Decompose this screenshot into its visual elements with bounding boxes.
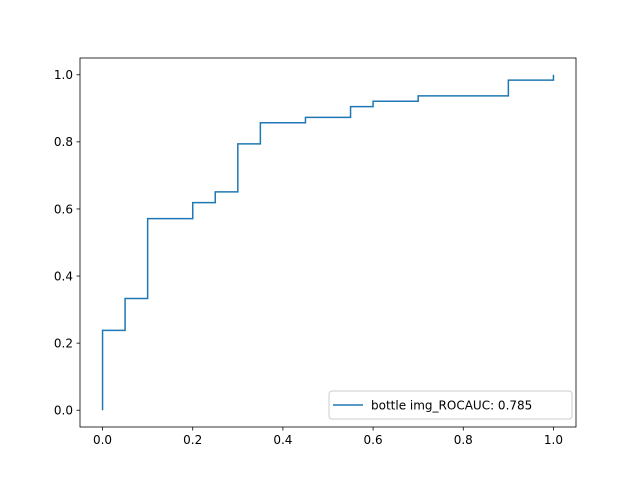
legend: bottle img_ROCAUC: 0.785 — [328, 390, 573, 420]
y-tick-label: 1.0 — [54, 68, 73, 82]
x-tick-label: 0.6 — [364, 433, 383, 447]
x-tick-label: 0.0 — [93, 433, 112, 447]
x-tick-label: 0.2 — [183, 433, 202, 447]
y-tick-label: 0.0 — [54, 404, 73, 418]
legend-box — [328, 390, 573, 420]
x-axis-ticks: 0.0 0.2 0.4 0.6 0.8 1.0 — [93, 427, 563, 447]
legend-label: bottle img_ROCAUC: 0.785 — [371, 398, 532, 412]
x-tick-label: 0.8 — [454, 433, 473, 447]
series-layer — [101, 74, 555, 411]
x-tick-label: 0.4 — [273, 433, 292, 447]
y-axis-ticks: 0.0 0.2 0.4 0.6 0.8 1.0 — [54, 68, 80, 418]
y-tick-label: 0.8 — [54, 135, 73, 149]
plot-frame — [79, 57, 577, 428]
y-tick-label: 0.2 — [54, 336, 73, 350]
x-tick-label: 1.0 — [544, 433, 563, 447]
y-tick-label: 0.4 — [54, 269, 73, 283]
y-tick-label: 0.6 — [54, 202, 73, 216]
roc-curve-line — [101, 74, 555, 411]
